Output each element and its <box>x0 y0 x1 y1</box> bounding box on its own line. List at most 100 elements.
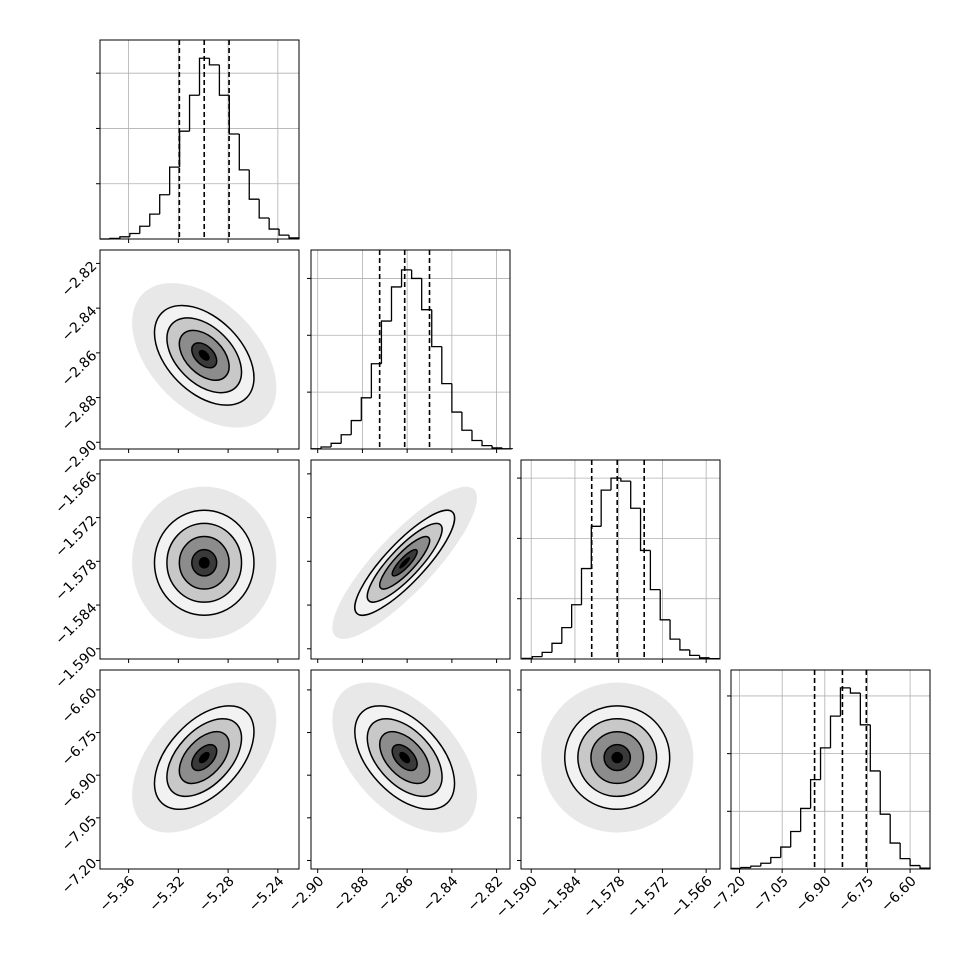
contour <box>354 509 456 617</box>
y-tick-label: −7.05 <box>59 813 101 855</box>
density-level <box>399 751 411 764</box>
panel-frame <box>99 669 300 870</box>
histogram-step <box>139 225 150 234</box>
y-tick-label: −6.60 <box>59 685 101 727</box>
panel-frame <box>520 459 721 660</box>
histogram-step <box>238 133 250 171</box>
contour <box>379 535 431 590</box>
histogram-step <box>119 236 130 239</box>
histogram-step <box>330 442 342 448</box>
contour <box>366 718 443 798</box>
histogram-step <box>208 58 220 66</box>
y-tick-label: −2.88 <box>59 393 101 435</box>
contour <box>379 730 431 785</box>
histogram-step <box>790 830 801 848</box>
y-tick-label: −1.572 <box>52 513 100 561</box>
x-tick-label: −6.90 <box>793 873 835 915</box>
histogram-step <box>610 477 621 491</box>
panel-frame <box>310 669 511 870</box>
panel-frame <box>520 669 721 870</box>
contour <box>563 705 671 811</box>
histogram-step <box>288 235 300 239</box>
histogram-step <box>580 567 592 605</box>
y-tick-label: −6.75 <box>59 728 101 770</box>
panel-frame <box>99 39 300 240</box>
histogram-step <box>919 865 931 869</box>
histogram-step <box>350 419 362 435</box>
histogram-step <box>481 440 493 447</box>
y-tick-label: −1.584 <box>52 600 100 648</box>
histogram-step <box>669 619 680 640</box>
histogram-step <box>750 865 761 868</box>
density-level <box>198 751 210 764</box>
x-tick-label: −5.28 <box>196 873 238 915</box>
x-tick-label: −5.24 <box>246 873 288 915</box>
histogram-step <box>441 346 452 385</box>
x-tick-label: −1.566 <box>668 873 716 921</box>
histogram-step <box>268 217 280 230</box>
x-tick-label: −6.75 <box>835 873 877 915</box>
histogram-step <box>590 525 602 569</box>
histogram-step <box>800 807 811 832</box>
contour <box>166 718 243 798</box>
histogram-step <box>198 57 210 96</box>
histogram-step <box>760 862 771 867</box>
y-tick-label: −1.578 <box>52 556 100 604</box>
histogram-step <box>561 626 572 644</box>
histogram-step <box>370 363 382 398</box>
x-tick-label: −5.36 <box>97 873 139 915</box>
contour <box>366 522 443 603</box>
panel-frame <box>99 249 300 450</box>
panel-frame <box>730 669 931 870</box>
density-level <box>399 557 411 569</box>
y-tick-label: −2.84 <box>59 303 101 345</box>
density-level <box>611 751 623 764</box>
histogram-step <box>649 550 661 591</box>
histogram-step <box>869 724 881 772</box>
histogram-step <box>698 655 710 659</box>
histogram-step <box>149 213 160 227</box>
histogram-step <box>248 169 260 200</box>
panel-frame <box>310 459 511 660</box>
histogram-step <box>679 639 690 651</box>
histogram-step <box>340 434 352 444</box>
y-tick-label: −7.20 <box>59 856 101 898</box>
x-tick-label: −7.20 <box>708 873 750 915</box>
contour <box>178 329 230 381</box>
histogram-step <box>169 166 180 195</box>
histogram-step <box>809 778 821 809</box>
contour <box>178 730 230 785</box>
histogram-step <box>360 397 372 421</box>
x-tick-label: −2.90 <box>286 873 328 915</box>
histogram-step <box>899 843 911 860</box>
contour <box>191 342 218 369</box>
histogram-step <box>829 715 841 748</box>
histogram-step <box>188 94 200 132</box>
histogram-step <box>410 269 422 280</box>
panel-frame <box>310 249 511 450</box>
histogram-step <box>879 770 891 815</box>
histogram-step <box>278 229 290 236</box>
contour <box>178 535 230 590</box>
contour <box>166 522 243 603</box>
histogram-step <box>889 814 901 844</box>
contour <box>153 304 255 406</box>
density-level <box>198 557 210 569</box>
histogram-step <box>461 412 472 431</box>
y-tick-label: −6.90 <box>59 770 101 812</box>
histogram-step <box>770 856 781 864</box>
histogram-step <box>159 194 170 215</box>
histogram-step <box>740 866 751 869</box>
panel-frame <box>99 459 300 660</box>
x-tick-label: −6.60 <box>878 873 920 915</box>
contour <box>391 743 418 772</box>
contour <box>166 317 243 394</box>
x-tick-label: −2.84 <box>420 873 462 915</box>
histogram-step <box>400 269 412 287</box>
histogram-step <box>491 445 503 449</box>
y-tick-label: −1.590 <box>52 644 100 692</box>
histogram-step <box>390 286 402 322</box>
histogram-step <box>541 651 552 657</box>
histogram-step <box>471 430 483 442</box>
